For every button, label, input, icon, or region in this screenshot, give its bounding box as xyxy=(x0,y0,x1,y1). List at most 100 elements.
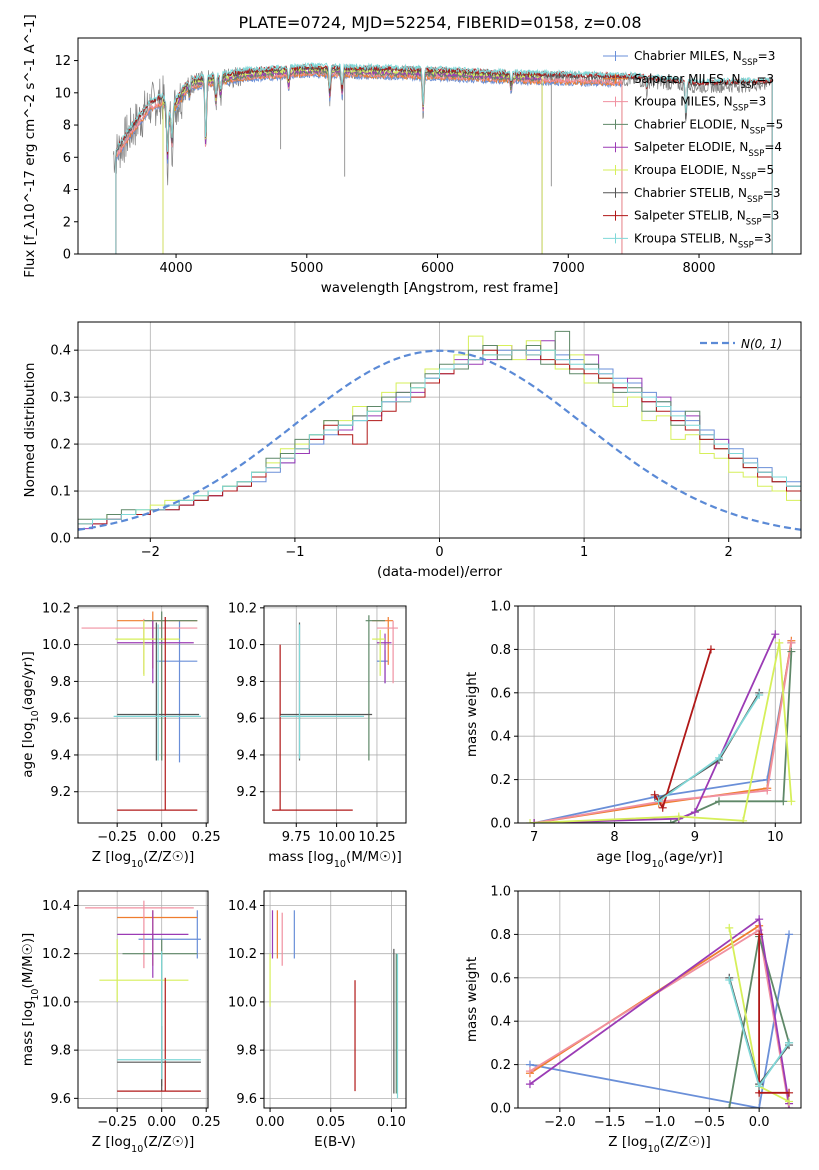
y-tick-label: 1.0 xyxy=(490,600,511,615)
y-tick-label: 0.8 xyxy=(490,928,511,943)
weight-point-kroupa_stelib xyxy=(755,690,764,699)
spectrum-axes: 4000 5000 6000 7000 8000 0 2 4 6 8 10 12 wavelength … xyxy=(22,14,802,296)
weight-point-kroupa_elodie xyxy=(739,816,748,823)
age_vs_mass-xlabel: mass [log10(M/M☉)] xyxy=(268,849,401,870)
x-tick-label: 10 xyxy=(767,830,784,845)
x-tick-label: 9.75 xyxy=(282,830,311,845)
mass_vs_Z-panel xyxy=(78,891,208,1108)
weight-point-salpeter_elodie xyxy=(530,819,539,823)
spectrum-xlabel: wavelength [Angstrom, rest frame] xyxy=(321,280,559,296)
x-tick-label: 0.25 xyxy=(192,1115,221,1130)
age_vs_mass-marks xyxy=(272,615,398,811)
residuals-panel xyxy=(78,322,801,539)
x-tick-label: −2.0 xyxy=(544,1115,576,1130)
x-tick-label: −1.0 xyxy=(644,1115,676,1130)
axes-frame xyxy=(77,605,209,824)
mass_vs_Z-marks xyxy=(85,900,201,1092)
y-tick-label: 6 xyxy=(63,151,71,166)
y-tick-label: 2 xyxy=(63,215,71,230)
y-tick-label: 1.0 xyxy=(490,885,511,900)
y-tick-label: 9.6 xyxy=(50,712,71,727)
weight_vs_Z-marks xyxy=(525,915,794,1108)
weight-point-kroupa_stelib xyxy=(654,797,663,806)
histogram-chabrier_elodie xyxy=(78,330,801,520)
mass_vs_Z-ylabel: mass [log10(M/M☉)] xyxy=(20,933,41,1066)
weight-point-chabrier_elodie xyxy=(666,819,675,823)
weight-line-salpeter_miles xyxy=(529,924,760,1075)
weight-point-chabrier_elodie xyxy=(779,797,788,806)
histogram-chabrier_miles xyxy=(78,349,801,525)
y-tick-label: 10.0 xyxy=(228,995,257,1010)
axes-frame xyxy=(77,37,802,255)
mass_vs_ebv-panel xyxy=(264,891,406,1108)
x-tick-label: −0.5 xyxy=(694,1115,726,1130)
mass_vs_ebv-xlabel: E(B-V) xyxy=(314,1134,356,1150)
legend-label-chabrier_elodie: Chabrier ELODIE, NSSP=5 xyxy=(634,117,783,136)
y-tick-label: 10.2 xyxy=(42,947,71,962)
y-tick-label: 9.2 xyxy=(236,785,257,800)
weight-point-salpeter_elodie xyxy=(525,1080,534,1089)
y-tick-label: 0.1 xyxy=(50,485,71,500)
weight-point-chabrier_elodie xyxy=(725,1104,734,1108)
legend-label-salpeter_elodie: Salpeter ELODIE, NSSP=4 xyxy=(634,140,782,159)
residuals-ylabel: Normed distribution xyxy=(22,363,38,498)
age_vs_Z-panel xyxy=(78,606,208,823)
x-tick-label: −0.25 xyxy=(97,830,137,845)
x-tick-label: 0 xyxy=(435,545,443,560)
y-tick-label: 10.0 xyxy=(42,638,71,653)
weight-point-salpeter_stelib xyxy=(650,790,659,799)
y-tick-label: 9.2 xyxy=(50,785,71,800)
y-tick-label: 9.6 xyxy=(236,1092,257,1107)
axes-frame xyxy=(263,890,407,1109)
axes-frame xyxy=(263,605,407,824)
x-tick-label: 10.00 xyxy=(318,830,355,845)
axes-frame xyxy=(517,605,802,824)
y-tick-label: 0.6 xyxy=(490,686,511,701)
y-tick-label: 10.2 xyxy=(228,601,257,616)
legend-label-chabrier_miles: Chabrier MILES, NSSP=3 xyxy=(634,49,775,68)
weight-point-kroupa_miles xyxy=(763,786,772,795)
y-tick-label: 9.4 xyxy=(50,748,71,763)
legend-label-kroupa_miles: Kroupa MILES, NSSP=3 xyxy=(634,95,766,114)
age_vs_Z-xlabel: Z [log10(Z/Z☉)] xyxy=(92,849,194,870)
model-spectrum-salpeter_miles xyxy=(115,70,623,254)
weight-point-kroupa_miles xyxy=(787,638,796,647)
x-tick-label: 5000 xyxy=(290,261,323,276)
model-spectrum-chabrier_miles xyxy=(115,71,623,254)
x-tick-label: 1 xyxy=(580,545,588,560)
weight-line-kroupa_stelib xyxy=(658,694,760,803)
weight_vs_age-panel xyxy=(518,605,801,824)
model-spectrum-kroupa_miles xyxy=(115,69,623,254)
x-tick-label: 7000 xyxy=(552,261,585,276)
weight-point-chabrier_miles xyxy=(755,1104,764,1108)
spectrum-ylabel: Flux [f_λ10^-17 erg cm^-2 s^-1 A^-1] xyxy=(22,14,38,277)
y-tick-label: 0.6 xyxy=(490,971,511,986)
weight_vs_age-marks xyxy=(526,630,796,823)
x-tick-label: 0.00 xyxy=(147,1115,176,1130)
weight-point-kroupa_elodie xyxy=(775,638,784,647)
legend-label-gaussian: N(0, 1) xyxy=(741,337,782,351)
axes-frame xyxy=(77,890,209,1109)
mass_vs_ebv-marks xyxy=(269,910,399,1099)
mass_vs_ebv-axes: 0.00 0.05 0.10 9.6 9.8 10.0 10.2 10.4 E(B-V) xyxy=(228,890,407,1150)
residuals-marks xyxy=(78,330,801,531)
x-tick-label: −1.5 xyxy=(594,1115,626,1130)
y-tick-label: 0.2 xyxy=(490,773,511,788)
y-tick-label: 0.4 xyxy=(490,1015,511,1030)
weight-line-chabrier_miles xyxy=(529,934,790,1108)
y-tick-label: 0.2 xyxy=(50,438,71,453)
y-tick-label: 9.4 xyxy=(236,748,257,763)
weight_vs_Z-ylabel: mass weight xyxy=(464,957,480,1042)
weight-point-kroupa_stelib xyxy=(785,1038,794,1047)
y-tick-label: 10 xyxy=(54,86,71,101)
weight-point-kroupa_miles xyxy=(525,1067,534,1076)
weight-point-kroupa_elodie xyxy=(526,819,535,823)
x-tick-label: 8000 xyxy=(682,261,715,276)
gaussian-curve xyxy=(78,349,801,531)
weight-point-salpeter_elodie xyxy=(755,915,764,924)
legend-label-chabrier_stelib: Chabrier STELIB, NSSP=3 xyxy=(634,186,781,205)
y-tick-label: 0.4 xyxy=(490,730,511,745)
weight-point-salpeter_stelib xyxy=(755,930,764,939)
x-tick-label: 0.00 xyxy=(256,1115,285,1130)
y-tick-label: 9.6 xyxy=(50,1092,71,1107)
